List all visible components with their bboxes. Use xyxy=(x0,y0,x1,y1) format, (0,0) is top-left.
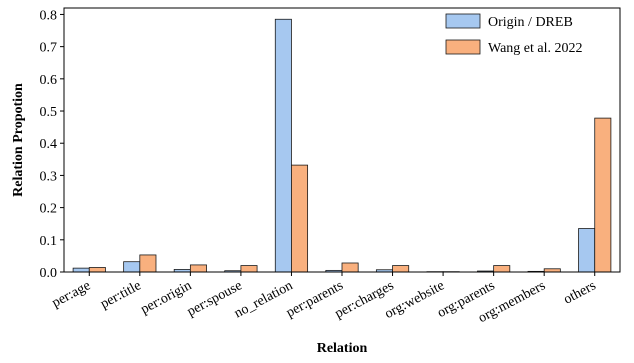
legend: Origin / DREB Wang et al. 2022 xyxy=(446,14,583,56)
legend-label-origin-dreb: Origin / DREB xyxy=(488,15,573,30)
x-tick-label: per:title xyxy=(98,278,143,312)
bar-wang-2022-per-spouse xyxy=(241,266,257,272)
y-axis-title: Relation Propotion xyxy=(11,83,26,197)
bar-wang-2022-per-charges xyxy=(393,266,409,272)
bar-origin-dreb-others xyxy=(579,229,595,272)
y-tick-label: 0.8 xyxy=(40,8,58,23)
bar-wang-2022-per-origin xyxy=(190,265,206,272)
y-tick-label: 0.6 xyxy=(40,73,58,88)
y-tick-label: 0.0 xyxy=(40,266,58,281)
y-tick-label: 0.5 xyxy=(40,105,58,120)
y-tick-label: 0.4 xyxy=(40,137,58,152)
bar-wang-2022-per-title xyxy=(140,255,156,272)
x-tick-label: per:age xyxy=(50,278,93,311)
x-tick-label: per:origin xyxy=(138,278,194,317)
x-axis-title: Relation xyxy=(317,341,368,356)
y-tick-label: 0.2 xyxy=(40,202,58,217)
bar-origin-dreb-per-title xyxy=(124,262,140,272)
plot-area xyxy=(73,19,611,272)
bar-origin-dreb-no-relation xyxy=(275,19,291,272)
bar-wang-2022-others xyxy=(595,118,611,272)
x-tick-label: others xyxy=(561,278,598,307)
bar-origin-dreb-per-age xyxy=(73,268,89,272)
legend-swatch-wang-2022 xyxy=(446,40,480,54)
y-tick-label: 0.1 xyxy=(40,234,58,249)
bar-wang-2022-per-parents xyxy=(342,263,358,272)
x-tick-label: no_relation xyxy=(232,278,295,321)
bar-wang-2022-no-relation xyxy=(291,165,307,272)
y-tick-label: 0.7 xyxy=(40,41,58,56)
legend-swatch-origin-dreb xyxy=(446,14,480,28)
y-tick-label: 0.3 xyxy=(40,169,58,184)
legend-label-wang-2022: Wang et al. 2022 xyxy=(488,41,583,56)
bar-wang-2022-per-age xyxy=(89,267,105,272)
bar-wang-2022-org-parents xyxy=(494,266,510,272)
